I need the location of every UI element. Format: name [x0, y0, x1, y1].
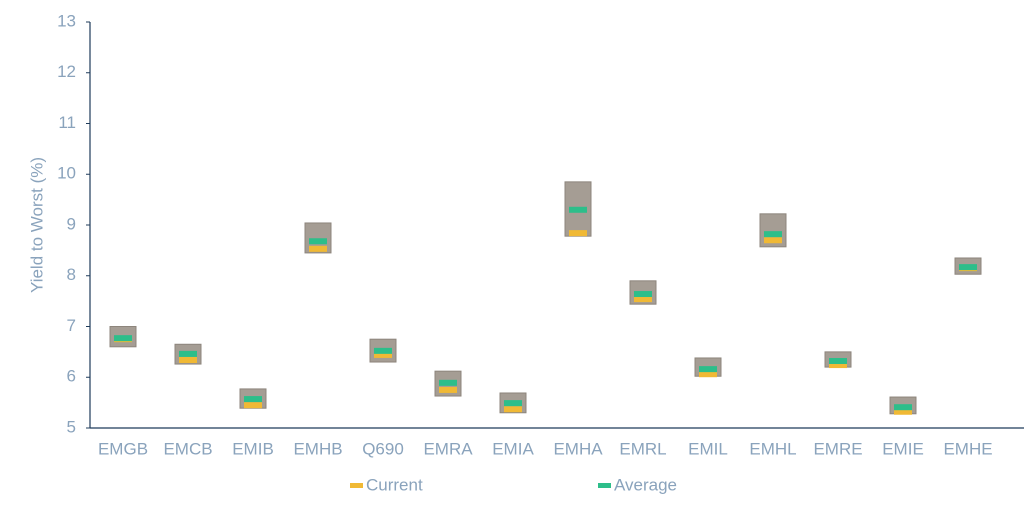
- marker-current: [244, 402, 262, 409]
- y-tick-label: 8: [67, 265, 76, 284]
- x-tick-label: EMGB: [98, 439, 148, 458]
- marker-current: [829, 362, 847, 369]
- marker-average: [764, 231, 782, 238]
- legend-label: Average: [614, 475, 677, 494]
- x-tick-label: EMRE: [813, 439, 862, 458]
- y-tick-label: 11: [58, 113, 76, 132]
- x-tick-label: EMRL: [619, 439, 666, 458]
- y-axis-label: Yield to Worst (%): [27, 157, 46, 293]
- marker-current: [569, 230, 587, 237]
- y-tick-label: 12: [57, 62, 76, 81]
- legend-swatch: [350, 483, 363, 488]
- marker-current: [634, 296, 652, 303]
- marker-average: [439, 379, 457, 386]
- marker-average: [959, 264, 977, 271]
- x-tick-label: EMIE: [882, 439, 924, 458]
- x-tick-label: EMHE: [943, 439, 992, 458]
- marker-current: [764, 237, 782, 244]
- legend-label: Current: [366, 475, 423, 494]
- marker-average: [309, 238, 327, 245]
- x-tick-label: EMRA: [423, 439, 473, 458]
- marker-average: [894, 404, 912, 411]
- x-tick-label: EMIB: [232, 439, 274, 458]
- marker-current: [699, 371, 717, 378]
- marker-average: [569, 206, 587, 213]
- marker-average: [114, 335, 132, 342]
- marker-average: [504, 400, 522, 407]
- y-tick-label: 13: [57, 11, 76, 30]
- legend-swatch: [598, 483, 611, 488]
- x-tick-label: EMHA: [553, 439, 603, 458]
- marker-average: [179, 350, 197, 357]
- x-tick-label: EMCB: [163, 439, 212, 458]
- marker-average: [374, 347, 392, 354]
- y-tick-label: 10: [57, 164, 76, 183]
- marker-average: [634, 291, 652, 298]
- x-tick-label: EMIA: [492, 439, 534, 458]
- x-tick-label: EMHB: [293, 439, 342, 458]
- marker-current: [374, 351, 392, 358]
- marker-current: [179, 356, 197, 363]
- marker-current: [439, 386, 457, 393]
- marker-current: [309, 245, 327, 252]
- x-tick-label: EMHL: [749, 439, 796, 458]
- y-tick-label: 5: [67, 417, 76, 436]
- x-tick-label: Q690: [362, 439, 404, 458]
- marker-average: [699, 366, 717, 373]
- marker-average: [829, 358, 847, 365]
- y-tick-label: 6: [67, 367, 76, 386]
- y-tick-label: 7: [67, 316, 76, 335]
- marker-current: [894, 408, 912, 415]
- y-tick-label: 9: [67, 214, 76, 233]
- marker-average: [244, 396, 262, 403]
- x-tick-label: EMIL: [688, 439, 728, 458]
- marker-current: [504, 406, 522, 413]
